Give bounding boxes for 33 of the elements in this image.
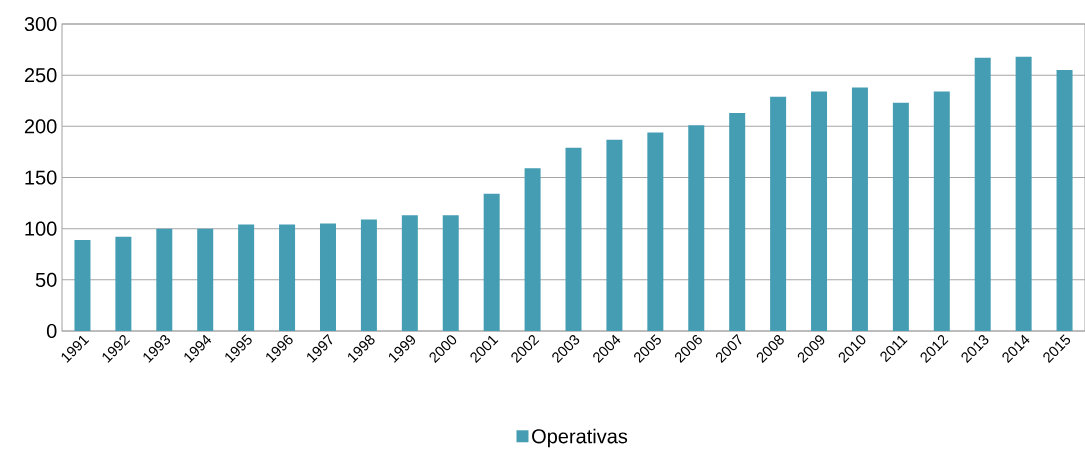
y-tick-label: 150 [25,170,57,185]
bar [1015,56,1032,331]
y-tick-label: 50 [35,272,57,287]
bar [811,91,828,331]
bar [156,228,173,331]
bar [238,224,255,331]
y-tick-label: 250 [24,68,57,83]
bar [197,228,214,331]
legend-label: Operativas [532,428,628,448]
bar [851,87,868,331]
bar [729,113,746,331]
bar [74,239,91,331]
bar [360,219,377,331]
bar [115,236,132,331]
y-tick-label: 0 [46,323,57,339]
bar [892,102,909,331]
bar [279,224,296,331]
bar [688,125,705,331]
bar [442,215,459,331]
bar [483,193,500,331]
y-tick-label: 200 [24,119,57,134]
bar [974,57,991,331]
bar [933,91,950,331]
bar [647,132,664,331]
bar [565,147,582,331]
bar [606,139,623,331]
y-tick-label: 100 [25,221,57,236]
bar [1056,70,1073,331]
bar [401,215,418,331]
bar [770,96,787,331]
bar [524,168,541,331]
y-tick-label: 300 [24,16,57,32]
bar [319,223,336,331]
